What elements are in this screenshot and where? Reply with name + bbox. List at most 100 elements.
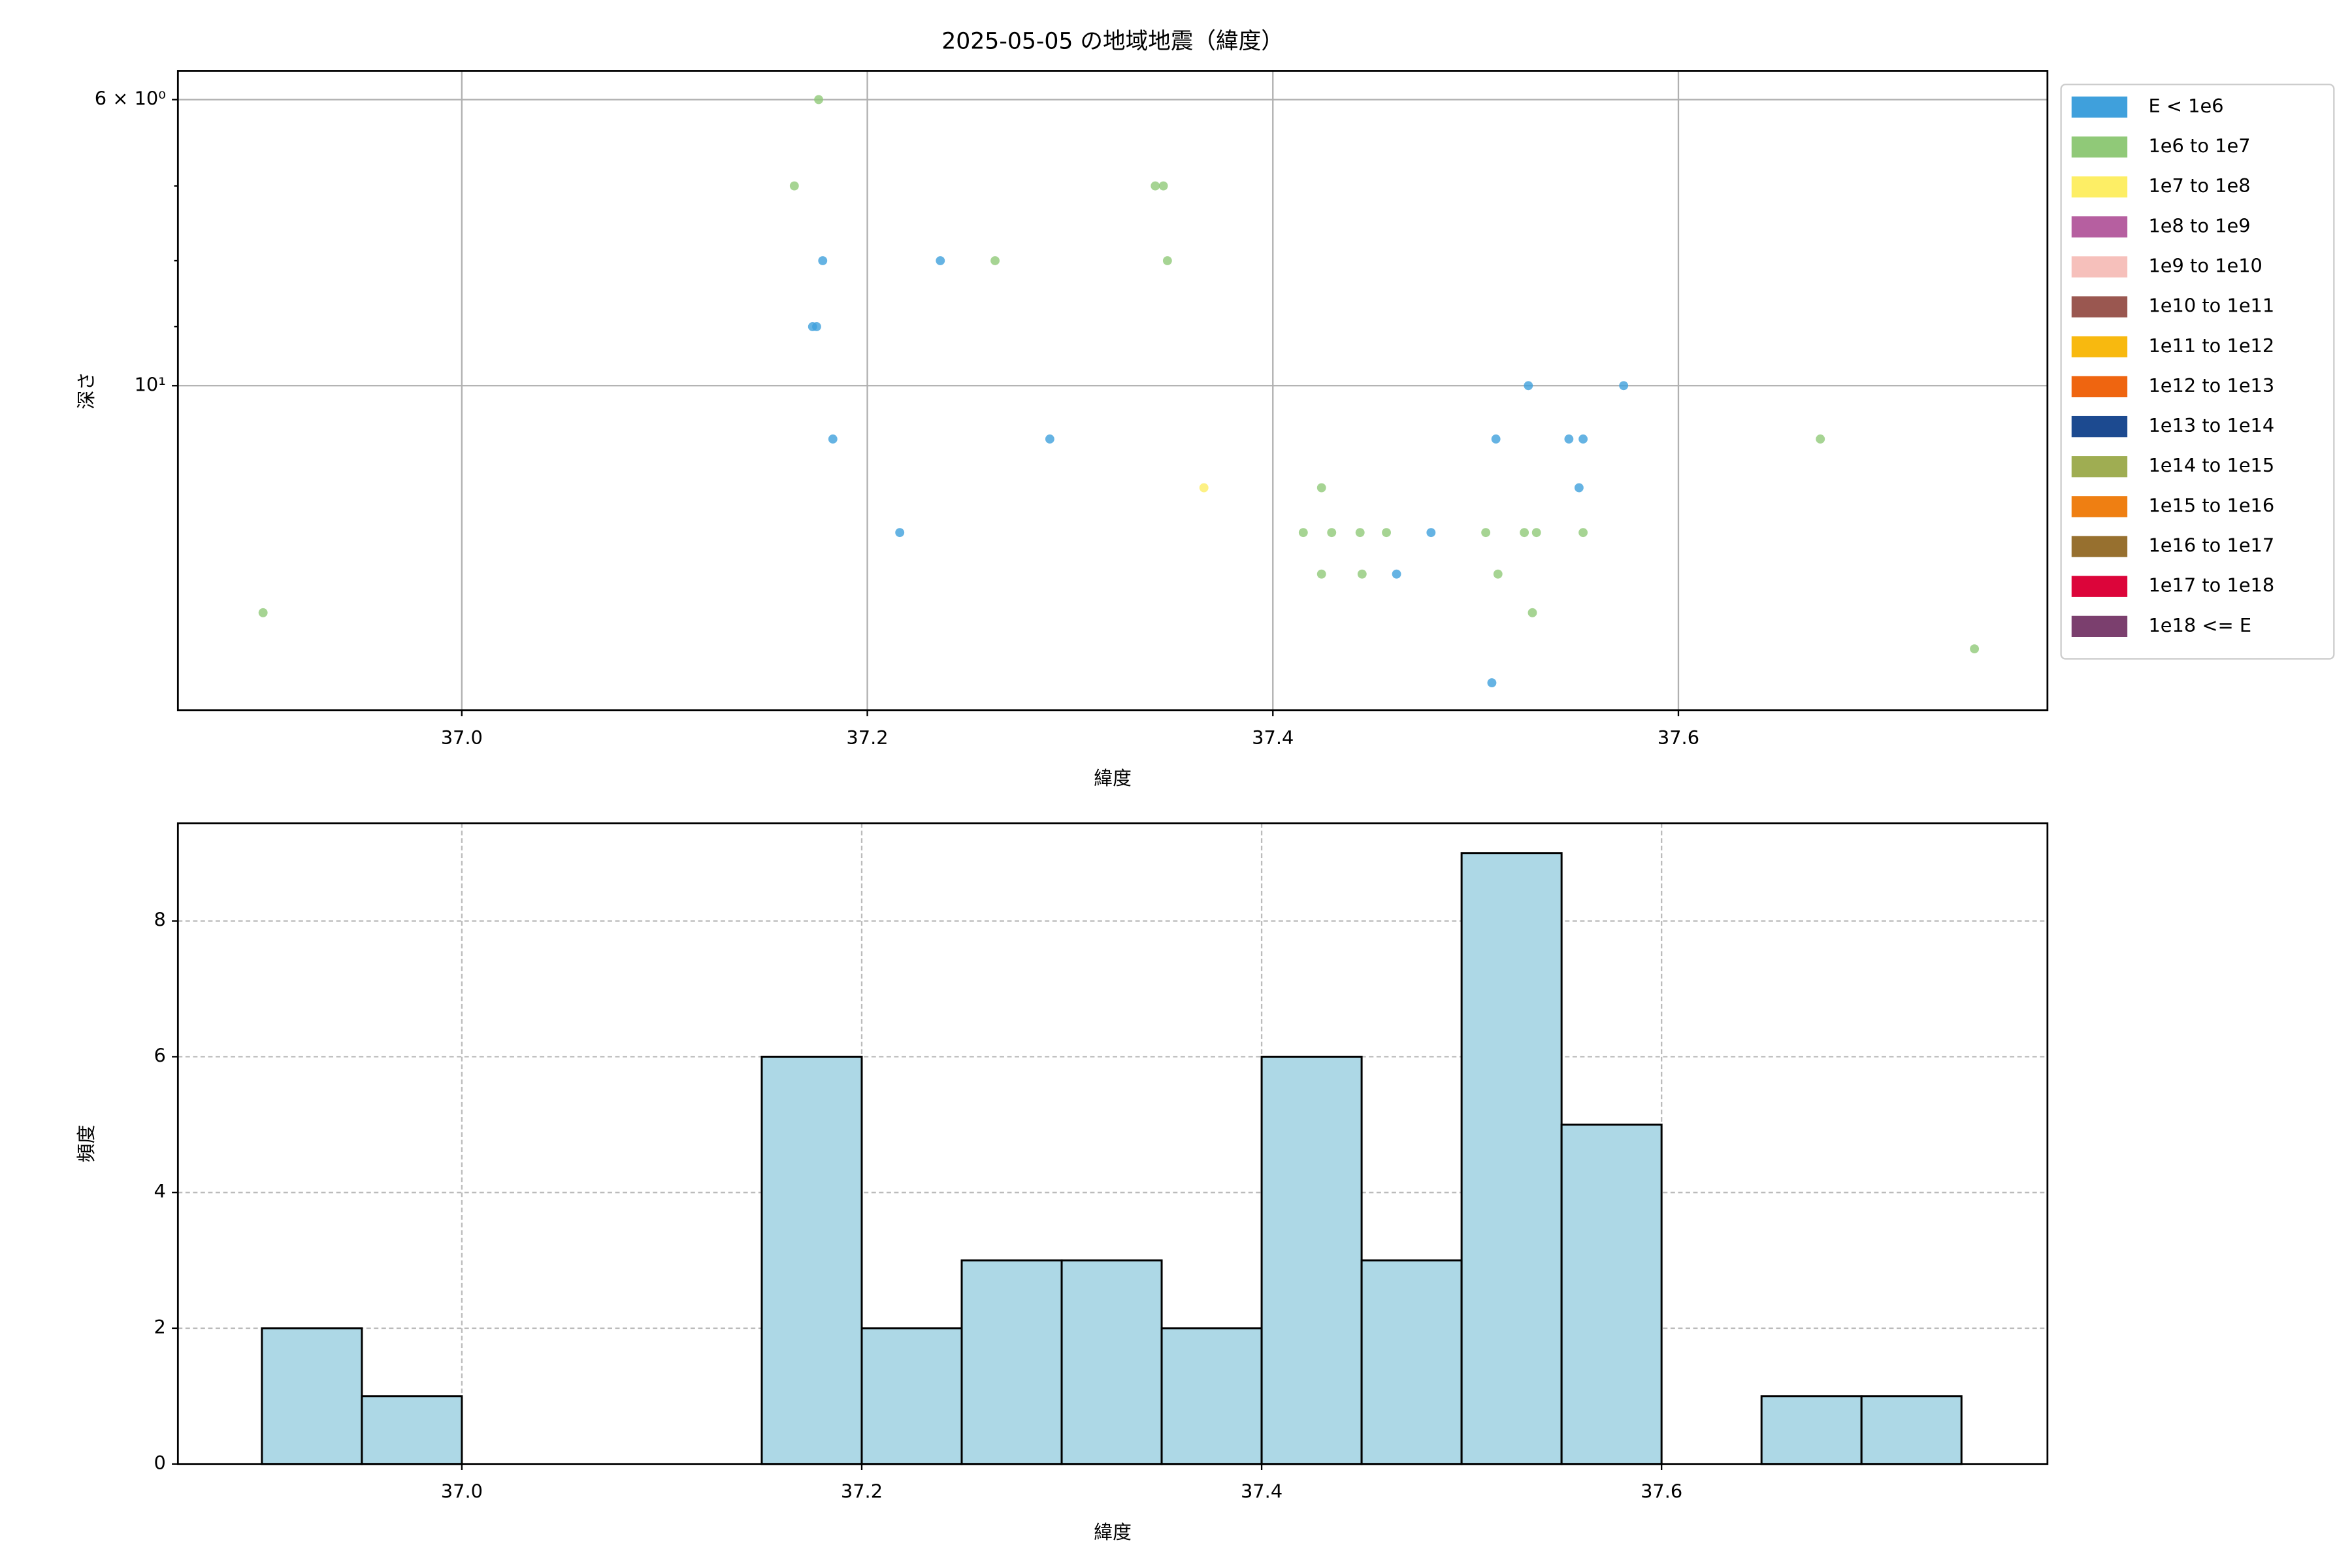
point <box>1619 381 1629 391</box>
x-tick-label: 37.6 <box>1658 727 1699 749</box>
point <box>1564 434 1574 444</box>
y-tick-label: 6 <box>154 1044 166 1066</box>
point <box>1491 434 1501 444</box>
point <box>1426 528 1436 538</box>
legend-swatch <box>2071 296 2128 318</box>
point <box>1578 528 1588 538</box>
point <box>828 434 838 444</box>
point <box>1355 528 1365 538</box>
y-axis-label: 深さ <box>75 372 97 410</box>
point <box>1298 528 1308 538</box>
legend-label: 1e18 <= E <box>2148 614 2251 636</box>
point <box>1382 528 1391 538</box>
y-tick-label: 8 <box>154 909 166 931</box>
point <box>1574 483 1584 493</box>
x-tick-label: 37.2 <box>841 1480 883 1503</box>
point <box>1045 434 1054 444</box>
legend-swatch <box>2071 416 2128 438</box>
point <box>1493 569 1503 579</box>
point <box>1158 181 1168 191</box>
point <box>814 95 823 105</box>
legend-swatch <box>2071 536 2128 557</box>
point <box>1520 528 1529 538</box>
legend-swatch <box>2071 336 2128 357</box>
point <box>1816 434 1825 444</box>
x-tick-label: 37.6 <box>1641 1480 1682 1503</box>
legend-label: 1e14 to 1e15 <box>2148 454 2274 476</box>
legend-swatch <box>2071 256 2128 278</box>
x-axis-label: 緯度 <box>1094 767 1132 789</box>
point <box>1199 483 1209 493</box>
legend-swatch <box>2071 496 2128 517</box>
point <box>1970 644 1980 654</box>
legend-label: 1e16 to 1e17 <box>2148 534 2274 557</box>
legend-box <box>2060 84 2335 660</box>
point <box>1357 569 1367 579</box>
point <box>1527 608 1537 617</box>
point <box>1162 256 1172 265</box>
y-tick-label: 0 <box>154 1452 166 1474</box>
x-tick-label: 37.0 <box>441 727 483 749</box>
point <box>1316 483 1326 493</box>
point <box>789 181 799 191</box>
point <box>1481 528 1491 538</box>
legend-swatch <box>2071 96 2128 118</box>
bar <box>361 1395 463 1465</box>
x-tick-label: 37.2 <box>846 727 888 749</box>
legend-label: 1e10 to 1e11 <box>2148 295 2274 317</box>
x-tick-label: 37.0 <box>441 1480 483 1503</box>
plot-frame <box>176 822 2049 1465</box>
bar <box>860 1327 963 1465</box>
bar <box>1360 1259 1463 1465</box>
legend-label: E < 1e6 <box>2148 95 2223 117</box>
point <box>818 256 828 265</box>
point <box>1531 528 1541 538</box>
y-tick-label: 6 × 10⁰ <box>95 87 166 109</box>
point <box>1327 528 1337 538</box>
x-tick-label: 37.4 <box>1252 727 1294 749</box>
point <box>258 608 268 617</box>
legend-swatch <box>2071 456 2128 478</box>
bar <box>760 1055 863 1465</box>
bar <box>1060 1259 1163 1465</box>
chart-title: 2025-05-05 の地域地震（緯度） <box>941 29 1284 55</box>
bar <box>1760 1395 1863 1465</box>
point <box>812 322 821 331</box>
bar <box>1860 1395 1963 1465</box>
legend-label: 1e13 to 1e14 <box>2148 414 2274 436</box>
y-tick-label: 4 <box>154 1180 166 1202</box>
legend-label: 1e12 to 1e13 <box>2148 374 2274 397</box>
legend-swatch <box>2071 136 2128 158</box>
legend-label: 1e7 to 1e8 <box>2148 174 2250 197</box>
point <box>1524 381 1533 391</box>
bar <box>1560 1123 1663 1465</box>
legend-swatch <box>2071 216 2128 238</box>
y-tick-label: 10¹ <box>135 373 166 395</box>
legend-swatch <box>2071 615 2128 637</box>
bar <box>1260 1055 1363 1465</box>
bar <box>261 1327 363 1465</box>
legend-swatch <box>2071 376 2128 398</box>
legend-swatch <box>2071 176 2128 198</box>
point <box>1316 569 1326 579</box>
bar <box>1460 852 1563 1465</box>
legend-label: 1e6 to 1e7 <box>2148 135 2250 157</box>
plot-frame <box>176 70 2049 711</box>
y-tick-label: 2 <box>154 1316 166 1338</box>
legend-label: 1e17 to 1e18 <box>2148 574 2274 596</box>
legend-label: 1e15 to 1e16 <box>2148 494 2274 516</box>
point <box>936 256 945 265</box>
legend-swatch <box>2071 576 2128 597</box>
legend-label: 1e11 to 1e12 <box>2148 335 2274 357</box>
bar <box>1160 1327 1263 1465</box>
x-tick-label: 37.4 <box>1241 1480 1282 1503</box>
point <box>990 256 1000 265</box>
point <box>1151 181 1160 191</box>
point <box>1487 678 1497 688</box>
point <box>1578 434 1588 444</box>
legend-label: 1e8 to 1e9 <box>2148 214 2250 237</box>
y-axis-label: 頻度 <box>75 1125 97 1163</box>
legend-label: 1e9 to 1e10 <box>2148 254 2262 276</box>
